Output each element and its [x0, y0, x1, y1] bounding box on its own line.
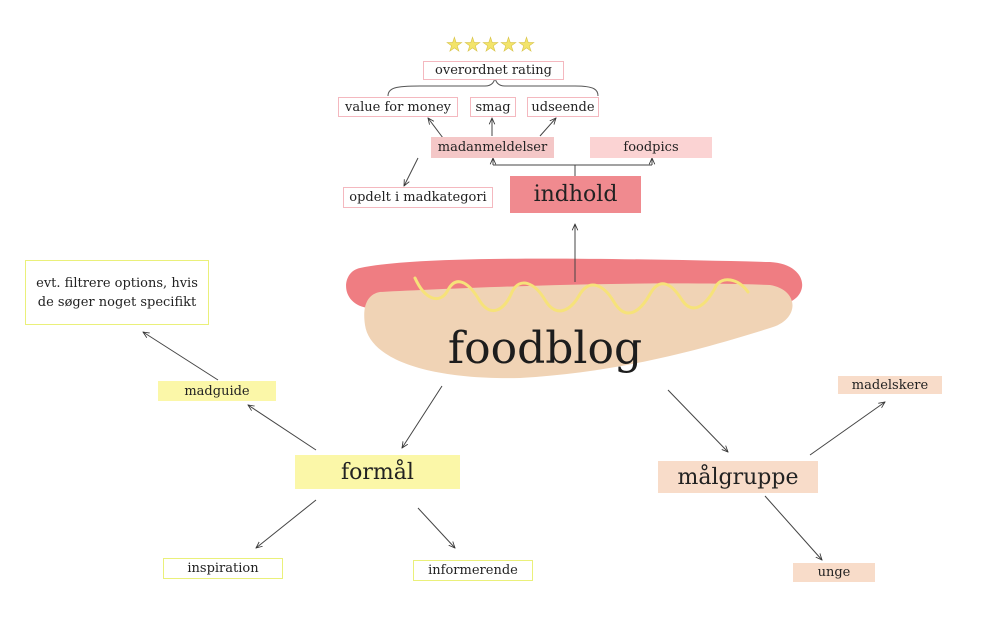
node-overordnet-rating: overordnet rating	[423, 61, 564, 80]
node-unge: unge	[793, 563, 875, 582]
node-filtrere-options: evt. filtrere options, hvis de søger nog…	[25, 260, 209, 325]
bun-shape	[364, 283, 793, 379]
node-maalgruppe: målgruppe	[658, 461, 818, 493]
node-udseende: udseende	[527, 97, 599, 117]
hotdog-illustration	[346, 258, 803, 379]
arrow-to-informerende	[417, 507, 455, 548]
arrow-to-opdelt	[404, 157, 419, 186]
arrow-to-filtrere	[143, 332, 219, 381]
mustard-squiggle	[413, 276, 750, 315]
arrow-to-madguide	[248, 405, 317, 451]
node-indhold: indhold	[510, 176, 641, 213]
node-madguide: madguide	[158, 381, 276, 401]
node-smag: smag	[470, 97, 516, 117]
node-value-for-money: value for money	[338, 97, 458, 117]
arrow-to-formaal	[402, 385, 443, 448]
central-title: foodblog	[447, 322, 643, 374]
node-madelskere: madelskere	[838, 376, 942, 394]
node-inspiration: inspiration	[163, 558, 283, 579]
node-formaal: formål	[295, 455, 460, 489]
arrow-to-value-for-money	[428, 118, 444, 139]
node-madanmeldelser: madanmeldelser	[431, 137, 554, 158]
node-foodpics: foodpics	[590, 137, 712, 158]
node-opdelt-i-madkategori: opdelt i madkategori	[343, 187, 493, 208]
arrow-to-udseende	[539, 118, 556, 137]
rating-brace	[387, 77, 599, 97]
arrow-to-unge	[764, 495, 822, 560]
arrow-to-inspiration	[256, 499, 317, 548]
arrow-to-madelskere	[809, 402, 885, 456]
arrow-to-maalgruppe	[667, 389, 728, 452]
node-informerende: informerende	[413, 560, 533, 581]
rating-stars: ★★★★★	[445, 34, 537, 57]
